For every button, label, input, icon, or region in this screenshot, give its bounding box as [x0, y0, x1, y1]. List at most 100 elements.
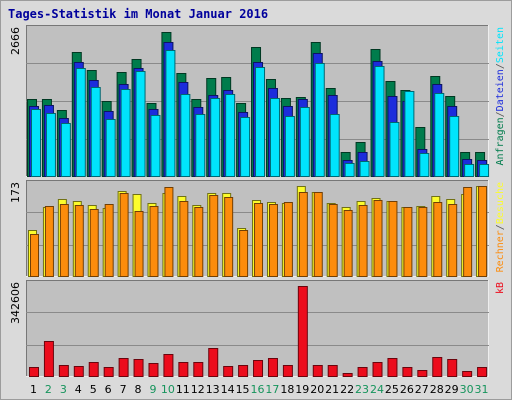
- y-max-label-visits: 173: [9, 182, 22, 203]
- bar-requests-seiten-day-25: [389, 122, 400, 177]
- bar-kb-kb-day-28: [432, 357, 443, 377]
- bar-requests-seiten-day-8: [135, 71, 146, 177]
- bar-kb-kb-day-29: [447, 359, 458, 377]
- bar-kb-kb-day-17: [267, 358, 278, 377]
- x-tick-label-day-28: 28: [430, 383, 444, 396]
- bar-kb-kb-day-1: [29, 367, 39, 377]
- bar-requests-seiten-day-22: [344, 163, 355, 177]
- legend-requests: Anfragen/Dateien/Seiten: [495, 27, 506, 166]
- bar-requests-seiten-day-4: [75, 68, 86, 177]
- bar-kb-kb-day-4: [73, 366, 84, 377]
- bar-visits-rechner-day-16: [254, 203, 264, 277]
- bar-visits-rechner-day-17: [268, 204, 278, 277]
- bar-kb-kb-day-22: [342, 373, 353, 377]
- bar-kb-kb-day-25: [387, 358, 398, 377]
- bar-requests-seiten-day-7: [120, 89, 131, 177]
- bar-visits-rechner-day-21: [328, 204, 338, 277]
- x-tick-label-day-9: 9: [149, 383, 156, 396]
- bar-kb-kb-day-16: [253, 360, 264, 377]
- bar-requests-seiten-day-10: [165, 50, 176, 177]
- x-tick-label-day-11: 11: [176, 383, 190, 396]
- legend-kb: kB: [495, 282, 506, 294]
- bar-visits-rechner-day-11: [179, 201, 189, 277]
- bar-kb-kb-day-12: [193, 362, 204, 377]
- bar-visits-rechner-day-19: [298, 192, 308, 277]
- x-tick-label-day-22: 22: [340, 383, 354, 396]
- x-tick-label-day-10: 10: [161, 383, 175, 396]
- x-tick-label-day-12: 12: [191, 383, 205, 396]
- bar-visits-rechner-day-8: [134, 211, 144, 277]
- bar-visits-rechner-day-14: [224, 197, 234, 277]
- legend-entry: /: [495, 224, 506, 230]
- bar-requests-seiten-day-18: [284, 116, 295, 177]
- bar-kb-kb-day-10: [163, 354, 174, 377]
- bar-kb-kb-day-18: [282, 365, 293, 377]
- x-tick-label-day-8: 8: [135, 383, 142, 396]
- bar-requests-seiten-day-6: [105, 119, 116, 177]
- bar-visits-rechner-day-28: [433, 202, 443, 277]
- bar-requests-seiten-day-23: [359, 161, 370, 177]
- bar-requests-seiten-day-13: [210, 98, 221, 177]
- bar-visits-rechner-day-15: [239, 230, 249, 277]
- bar-requests-seiten-day-17: [269, 98, 280, 177]
- bar-visits-rechner-day-25: [388, 201, 398, 277]
- bar-kb-kb-day-7: [118, 358, 129, 377]
- bar-visits-rechner-day-23: [358, 205, 368, 277]
- bar-kb-kb-day-30: [462, 371, 473, 377]
- legend-visits: Rechner/Besuche: [495, 182, 506, 272]
- bar-requests-seiten-day-11: [180, 94, 191, 177]
- bar-kb-kb-day-8: [133, 359, 144, 377]
- bar-kb-kb-day-31: [477, 367, 488, 377]
- bar-requests-seiten-day-9: [150, 115, 161, 177]
- legend-entry: Anfragen: [495, 117, 506, 165]
- bar-requests-seiten-day-12: [195, 114, 206, 177]
- bar-requests-seiten-day-20: [314, 63, 325, 177]
- bar-kb-kb-day-20: [312, 365, 323, 377]
- x-tick-label-day-23: 23: [355, 383, 369, 396]
- bar-visits-rechner-day-29: [448, 204, 458, 277]
- bar-visits-rechner-day-22: [343, 210, 353, 277]
- legend-entry: /: [495, 111, 506, 117]
- bar-visits-rechner-day-2: [44, 206, 54, 277]
- bar-requests-seiten-day-2: [45, 113, 56, 177]
- bar-requests-seiten-day-15: [240, 117, 251, 177]
- bar-kb-kb-day-11: [178, 362, 189, 377]
- bar-requests-seiten-day-19: [299, 107, 310, 177]
- bar-kb-kb-day-19: [297, 286, 308, 377]
- x-tick-label-day-27: 27: [415, 383, 429, 396]
- bar-requests-seiten-day-5: [90, 87, 101, 177]
- bar-visits-rechner-day-6: [104, 204, 114, 277]
- bar-visits-rechner-day-26: [403, 207, 413, 277]
- bar-visits-rechner-day-7: [119, 193, 129, 277]
- bar-requests-seiten-day-27: [419, 153, 430, 177]
- bar-visits-rechner-day-30: [463, 187, 473, 277]
- x-tick-label-day-13: 13: [206, 383, 220, 396]
- bar-visits-rechner-day-27: [418, 207, 428, 277]
- x-tick-label-day-7: 7: [120, 383, 127, 396]
- x-tick-label-day-25: 25: [385, 383, 399, 396]
- x-tick-label-day-31: 31: [475, 383, 489, 396]
- bar-visits-rechner-day-3: [59, 204, 69, 277]
- bar-kb-kb-day-15: [238, 365, 249, 377]
- x-tick-label-day-19: 19: [295, 383, 309, 396]
- bar-kb-kb-day-23: [357, 367, 368, 377]
- bar-kb-kb-day-26: [402, 367, 413, 377]
- bar-visits-rechner-day-20: [313, 192, 323, 277]
- bar-visits-rechner-day-10: [164, 187, 174, 277]
- bar-requests-seiten-day-3: [60, 123, 71, 177]
- bar-requests-seiten-day-16: [255, 67, 266, 177]
- legend-entry: Besuche: [495, 182, 506, 224]
- x-tick-label-day-24: 24: [370, 383, 384, 396]
- x-tick-label-day-4: 4: [75, 383, 82, 396]
- chart-title: Tages-Statistik im Monat Januar 2016: [8, 7, 269, 21]
- legend-entry: Seiten: [495, 27, 506, 63]
- x-tick-label-day-16: 16: [251, 383, 265, 396]
- bar-visits-rechner-day-24: [373, 200, 383, 277]
- bar-kb-kb-day-21: [327, 365, 338, 377]
- x-tick-label-day-3: 3: [60, 383, 67, 396]
- x-tick-label-day-18: 18: [280, 383, 294, 396]
- bar-kb-kb-day-2: [43, 341, 54, 377]
- x-tick-label-day-2: 2: [45, 383, 52, 396]
- y-max-label-kb: 342606: [9, 282, 22, 324]
- bar-visits-rechner-day-1: [30, 234, 39, 277]
